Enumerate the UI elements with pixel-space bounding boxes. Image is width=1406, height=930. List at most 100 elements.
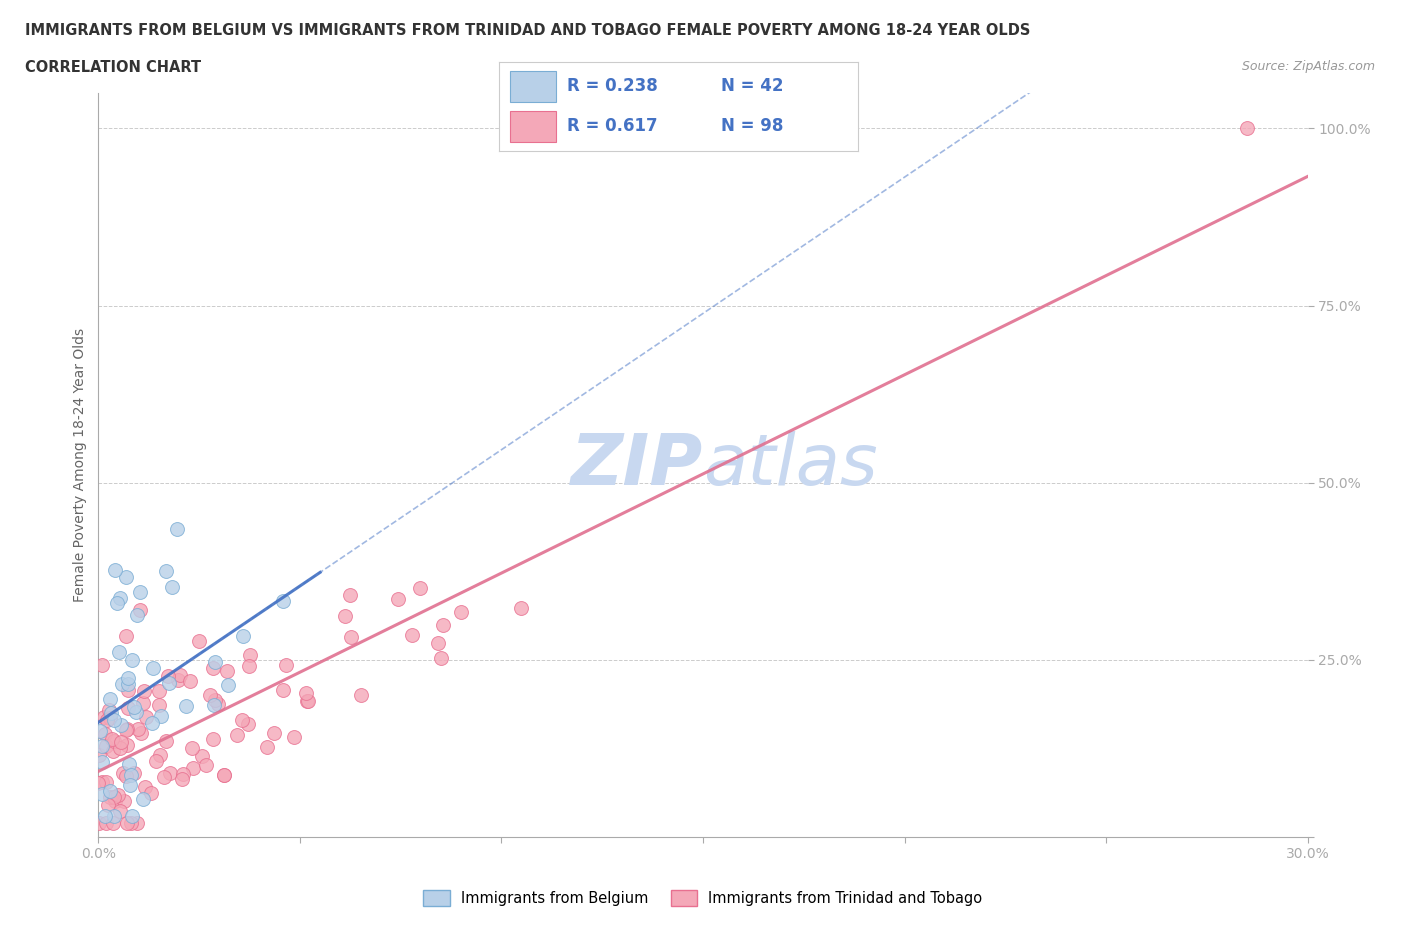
Point [122,699,145,714]
Point [121,808,143,823]
Point [118,777,141,792]
Point [94,727,117,742]
Point [110,591,132,605]
Point [145,754,167,769]
Point [191,749,214,764]
Point [141,715,163,730]
Point [90,738,112,753]
Point [263,725,285,740]
Point [108,740,131,755]
Point [166,522,188,537]
Point [114,768,136,783]
Point [115,569,138,584]
Point [212,767,235,782]
Point [90,658,112,672]
Point [103,790,125,804]
Point [333,609,356,624]
Point [429,650,451,665]
Point [103,808,125,823]
Y-axis label: Female Poverty Among 18-24 Year Olds: Female Poverty Among 18-24 Year Olds [73,328,87,602]
Point [121,653,143,668]
Point [149,709,172,724]
Point [94,808,117,823]
Point [112,794,135,809]
Point [103,733,125,748]
Text: Source: ZipAtlas.com: Source: ZipAtlas.com [1241,60,1375,73]
Point [94,816,117,830]
Point [96,712,118,727]
Point [128,585,150,600]
Point [89,748,111,763]
Point [125,705,148,720]
Point [283,729,305,744]
Point [103,743,125,758]
Point [103,816,125,830]
Point [198,688,221,703]
Point [217,677,239,692]
Point [132,792,155,807]
Point [204,655,226,670]
Point [172,766,194,781]
Point [157,676,180,691]
Point [117,676,139,691]
Point [115,722,138,737]
Point [98,711,121,725]
Point [108,644,131,659]
Point [104,563,127,578]
Point [432,618,454,632]
Point [202,661,225,676]
Point [131,725,153,740]
Text: ZIP: ZIP [571,431,703,499]
Bar [510,111,557,142]
Point [112,765,135,780]
Point [129,603,152,618]
Text: IMMIGRANTS FROM BELGIUM VS IMMIGRANTS FROM TRINIDAD AND TOBAGO FEMALE POVERTY AM: IMMIGRANTS FROM BELGIUM VS IMMIGRANTS FR… [25,23,1031,38]
Point [340,630,363,644]
Point [91,787,114,802]
Point [89,724,111,738]
Point [295,685,318,700]
Point [180,740,202,755]
Legend: Immigrants from Belgium, Immigrants from Trinidad and Tobago: Immigrants from Belgium, Immigrants from… [418,884,988,911]
Point [409,580,432,595]
Point [97,797,120,812]
Point [115,816,138,830]
Point [110,677,132,692]
Point [132,696,155,711]
Point [187,634,209,649]
Point [239,648,262,663]
Point [155,564,177,578]
Text: R = 0.238: R = 0.238 [567,77,658,95]
Point [93,710,115,724]
Point [295,693,318,708]
Point [232,629,254,644]
Point [125,607,148,622]
Point [195,757,218,772]
Point [153,770,176,785]
Point [350,687,373,702]
Point [103,713,125,728]
Point [104,794,127,809]
Point [202,732,225,747]
Point [217,663,239,678]
Point [100,705,122,720]
Point [134,779,156,794]
Point [107,788,129,803]
Point [127,816,149,830]
Point [142,660,165,675]
Point [297,693,319,708]
Point [98,692,121,707]
Point [1236,121,1258,136]
Point [204,698,226,712]
Point [98,784,121,799]
Point [155,734,177,749]
Point [159,765,181,780]
Point [105,595,128,610]
Point [122,765,145,780]
Text: R = 0.617: R = 0.617 [567,117,658,135]
Point [148,698,170,712]
Point [101,732,124,747]
Point [115,737,138,752]
Point [98,790,121,804]
Point [160,579,183,594]
